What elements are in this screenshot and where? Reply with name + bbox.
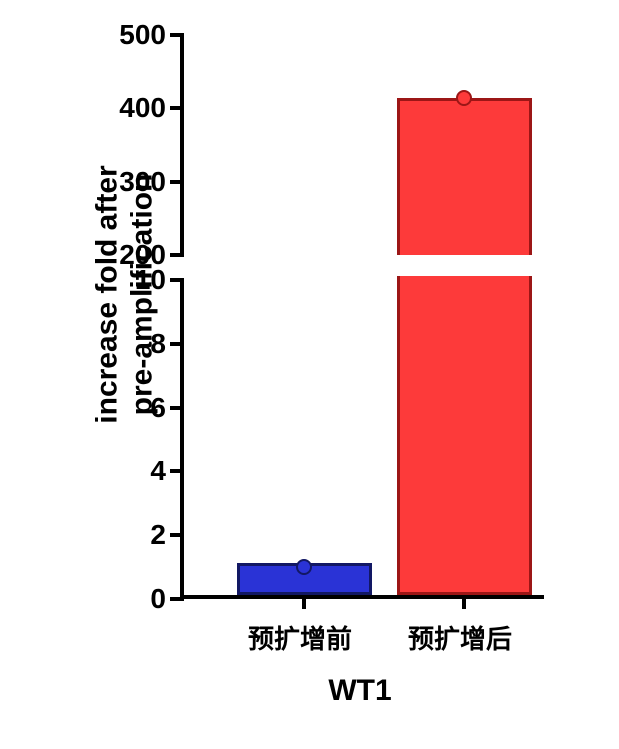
y-tick — [170, 33, 184, 37]
y-tick — [170, 597, 184, 601]
y-tick — [170, 469, 184, 473]
x-tick — [462, 595, 466, 609]
x-tick — [302, 595, 306, 609]
y-tick — [170, 406, 184, 410]
y-tick-label: 4 — [150, 455, 166, 487]
y-tick — [170, 342, 184, 346]
axis-segment-lower: 0246810 — [180, 280, 544, 599]
bar-lower-part — [397, 276, 532, 595]
y-tick-label: 400 — [119, 92, 166, 124]
data-marker — [296, 559, 312, 575]
y-tick-label: 10 — [135, 264, 166, 296]
y-tick-label: 6 — [150, 392, 166, 424]
bar-chart: increase fold after pre-amplification 20… — [0, 0, 619, 749]
axis-segment-upper: 200300400500 — [180, 35, 544, 255]
y-tick — [170, 106, 184, 110]
y-tick — [170, 180, 184, 184]
y-tick — [170, 533, 184, 537]
y-tick-label: 2 — [150, 519, 166, 551]
bar-upper-part — [397, 98, 532, 255]
data-marker — [456, 90, 472, 106]
x-category-label: 预扩增后 — [380, 619, 540, 656]
y-tick-label: 0 — [150, 583, 166, 615]
y-tick — [170, 253, 184, 257]
plot-area: 200300400500 0246810 — [180, 35, 540, 595]
x-group-label: WT1 — [180, 674, 540, 708]
y-tick-label: 300 — [119, 166, 166, 198]
y-tick-label: 500 — [119, 19, 166, 51]
y-tick — [170, 278, 184, 282]
x-category-label: 预扩增前 — [220, 619, 380, 656]
y-tick-label: 8 — [150, 328, 166, 360]
